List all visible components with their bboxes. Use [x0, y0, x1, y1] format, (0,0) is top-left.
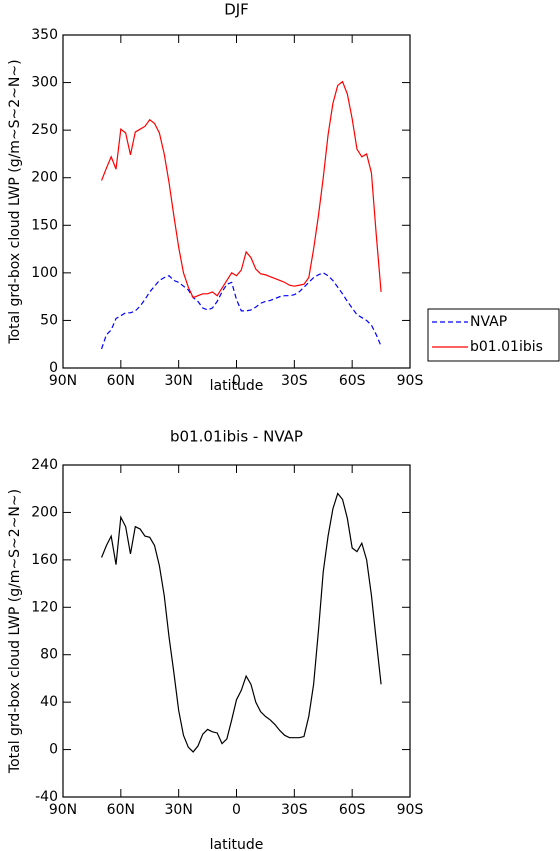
- y-tick-label: 50: [40, 312, 58, 328]
- y-tick-label: 80: [40, 647, 58, 663]
- x-axis-label: latitude: [210, 837, 264, 851]
- x-tick-label: 60S: [339, 373, 366, 389]
- x-tick-label: 60S: [339, 802, 366, 818]
- x-tick-label: 30S: [281, 802, 308, 818]
- x-tick-label: 0: [232, 373, 241, 389]
- y-tick-label: 200: [31, 504, 58, 520]
- x-tick-label: 30N: [165, 373, 193, 389]
- x-tick-label: 0: [232, 802, 241, 818]
- plot-frame: [62, 34, 411, 369]
- y-tick-label: 300: [31, 75, 58, 91]
- x-tick-label: 60N: [107, 373, 135, 389]
- y-axis-label: Total grd-box cloud LWP (g/m~S~2~N~): [7, 59, 23, 344]
- chart-title: b01.01ibis - NVAP: [170, 428, 303, 446]
- x-tick-label: 30S: [281, 373, 308, 389]
- y-tick-label: 250: [31, 122, 58, 138]
- y-tick-label: 150: [31, 217, 58, 233]
- y-tick-label: 100: [31, 265, 58, 281]
- y-tick-label: 200: [31, 170, 58, 186]
- legend-label: b01.01ibis: [470, 339, 543, 355]
- x-tick-label: 60N: [107, 802, 135, 818]
- legend-box: [427, 308, 560, 362]
- data-line: [101, 492, 382, 753]
- y-tick-label: 120: [31, 599, 58, 615]
- x-tick-label: 90S: [397, 802, 424, 818]
- y-tick-label: 40: [40, 694, 58, 710]
- plot-frame: [62, 464, 411, 798]
- x-tick-label: 30N: [165, 802, 193, 818]
- y-tick-label: 0: [49, 742, 58, 758]
- y-tick-label: -40: [35, 789, 58, 805]
- data-line: [101, 80, 382, 299]
- chart-title: DJF: [224, 1, 249, 19]
- y-axis-label: Total grd-box cloud LWP (g/m~S~2~N~): [7, 489, 23, 774]
- x-tick-label: 90N: [49, 802, 77, 818]
- y-tick-label: 0: [49, 360, 58, 376]
- y-tick-label: 350: [31, 27, 58, 43]
- data-line: [100, 272, 382, 350]
- x-tick-label: 90N: [49, 373, 77, 389]
- x-axis-label: latitude: [210, 378, 264, 394]
- y-tick-label: 240: [31, 457, 58, 473]
- x-tick-label: 90S: [397, 373, 424, 389]
- legend-label: NVAP: [470, 314, 507, 330]
- y-tick-label: 160: [31, 552, 58, 568]
